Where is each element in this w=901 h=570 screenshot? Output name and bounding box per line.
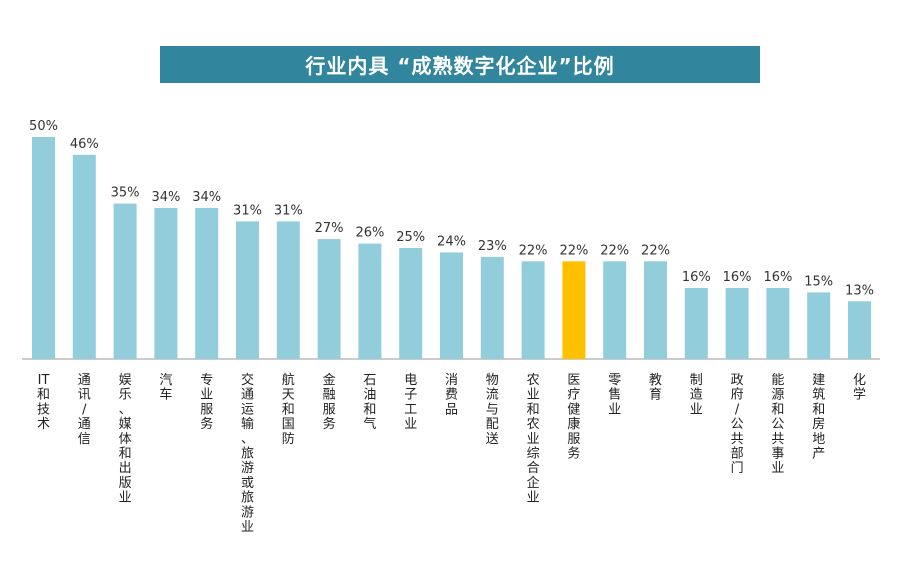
value-label: 35%	[111, 186, 140, 201]
value-label: 13%	[845, 283, 874, 298]
bar	[154, 208, 178, 359]
bar	[521, 261, 545, 359]
category-label: 电子工业	[404, 373, 417, 432]
value-label: 23%	[478, 239, 507, 254]
category-label: 专业服务	[200, 373, 213, 432]
bar	[317, 239, 341, 359]
category-label: 航天和国防	[282, 372, 295, 447]
category-label: 通讯/通信	[78, 373, 91, 447]
bar	[195, 208, 219, 359]
value-label: 16%	[682, 270, 711, 285]
bar	[725, 288, 749, 359]
value-label: 22%	[559, 243, 588, 258]
category-label: 能源和公共事业	[771, 373, 784, 476]
category-label: 医疗健康服务	[567, 373, 580, 462]
value-label: 27%	[315, 221, 344, 236]
value-label: 34%	[192, 190, 221, 205]
category-label: 石油和气	[363, 373, 376, 432]
category-label: 娱乐、媒体和出版业	[119, 373, 132, 506]
category-label: 物流与配送	[486, 373, 499, 447]
category-label: 化学	[853, 373, 866, 403]
bar	[848, 301, 871, 359]
bar	[72, 154, 96, 359]
value-label: 22%	[641, 243, 670, 258]
category-label: 政府/公共部门	[731, 373, 744, 476]
bar	[440, 252, 463, 359]
value-label: 46%	[70, 137, 99, 152]
value-label: 25%	[396, 230, 425, 245]
bar	[236, 221, 259, 359]
value-label: 34%	[151, 190, 180, 205]
bar	[399, 248, 423, 359]
bar	[766, 288, 790, 359]
bar	[644, 261, 667, 359]
value-label: 15%	[804, 274, 833, 289]
bar	[807, 292, 831, 359]
bar	[684, 288, 708, 359]
category-label: IT 和技术	[37, 373, 50, 432]
bar	[113, 203, 137, 359]
value-label: 22%	[519, 243, 548, 258]
bar	[276, 221, 300, 359]
value-label: 31%	[274, 203, 303, 218]
bar	[358, 243, 382, 359]
category-label: 金融服务	[323, 372, 336, 432]
value-label: 16%	[763, 270, 792, 285]
value-label: 16%	[723, 270, 752, 285]
bar	[562, 261, 586, 359]
category-label: 汽车	[159, 373, 172, 403]
value-label: 50%	[29, 119, 58, 134]
category-label: 消费品	[445, 373, 458, 417]
value-label: 31%	[233, 203, 262, 218]
category-label: 建筑和房地产	[812, 373, 825, 462]
category-label: 教育	[649, 372, 662, 403]
bar	[603, 261, 627, 359]
value-label: 26%	[355, 226, 384, 241]
bar	[32, 137, 55, 359]
bar	[480, 256, 504, 359]
category-label: 交通运输、旅游或旅游业	[241, 372, 254, 535]
category-label: 零售业	[608, 373, 621, 417]
value-label: 22%	[600, 243, 629, 258]
category-label: 制造业	[690, 373, 703, 417]
category-label: 农业和农业综合企业	[527, 373, 540, 506]
value-label: 24%	[437, 234, 466, 249]
chart-title: 行业内具 “成熟数字化企业”比例	[160, 46, 760, 83]
